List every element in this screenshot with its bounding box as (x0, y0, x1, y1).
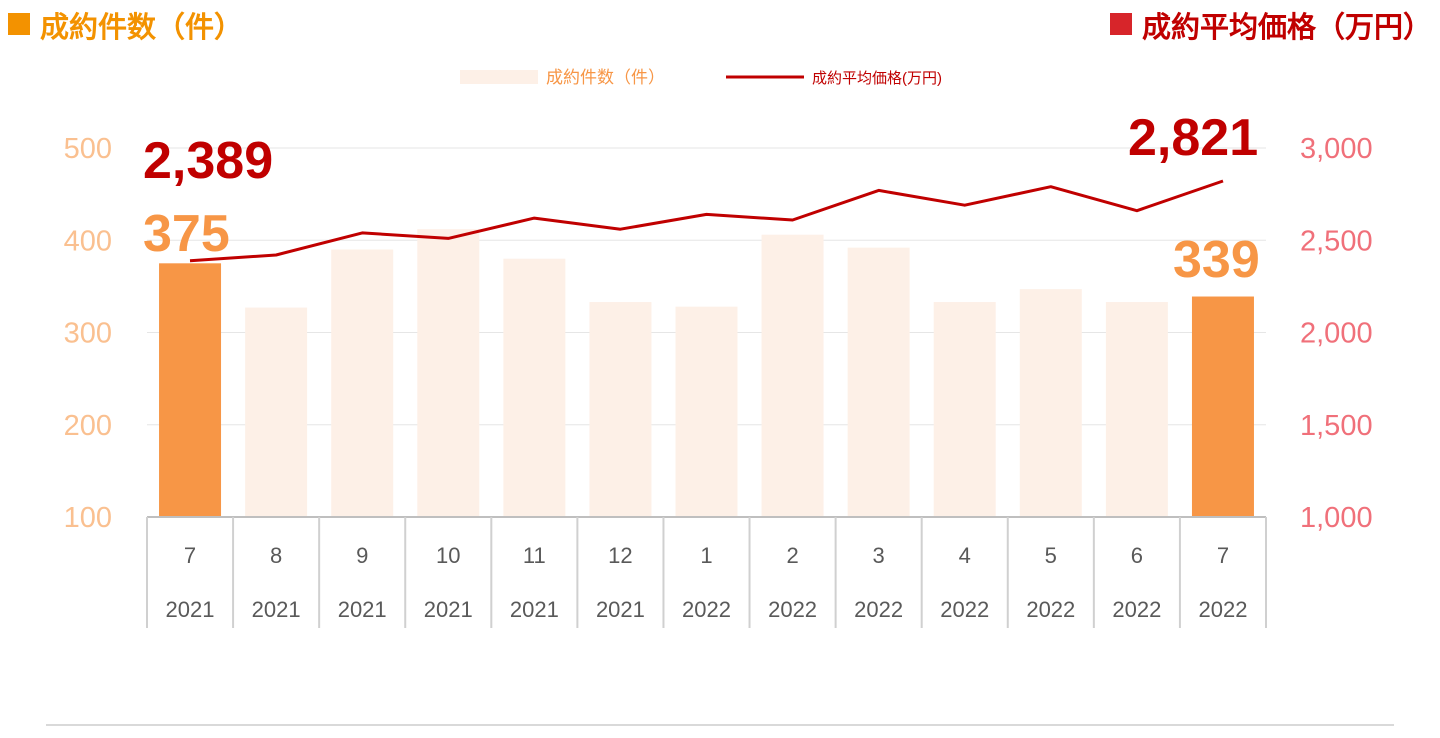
x-tick-year: 2021 (166, 597, 215, 622)
x-tick-year: 2021 (596, 597, 645, 622)
x-tick-month: 12 (608, 543, 632, 568)
x-tick-month: 7 (1217, 543, 1229, 568)
right-y-tick: 2,000 (1300, 318, 1373, 350)
first-price-label: 2,389 (143, 132, 273, 190)
x-tick-year: 2022 (1112, 597, 1161, 622)
right-y-tick: 1,000 (1300, 502, 1373, 534)
left-y-tick: 300 (64, 318, 112, 350)
x-tick-year: 2022 (1198, 597, 1247, 622)
annotations: 2,389 2,821 375 339 (143, 109, 1260, 289)
orange-square-icon (8, 13, 30, 35)
bar (159, 263, 222, 517)
x-tick-year: 2022 (1026, 597, 1075, 622)
last-count-label: 339 (1173, 231, 1260, 289)
x-tick-month: 8 (270, 543, 282, 568)
x-tick-month: 10 (436, 543, 460, 568)
bar (1105, 302, 1168, 517)
x-tick-year: 2021 (510, 597, 559, 622)
x-tick-month: 3 (873, 543, 885, 568)
legend-bar-swatch (460, 70, 538, 84)
x-tick-month: 7 (184, 543, 196, 568)
bar (503, 258, 566, 517)
x-tick-month: 11 (523, 543, 546, 568)
first-count-label: 375 (143, 205, 230, 263)
x-tick-year: 2021 (338, 597, 387, 622)
bar-series (159, 229, 1254, 517)
x-tick-year: 2022 (854, 597, 903, 622)
bar (417, 229, 480, 517)
bar (1191, 296, 1254, 517)
right-y-tick: 3,000 (1300, 133, 1373, 165)
x-tick-year: 2021 (252, 597, 301, 622)
bar (331, 249, 394, 517)
left-y-tick: 200 (64, 410, 112, 442)
bar (675, 306, 738, 517)
legend-bar-label: 成約件数（件） (546, 68, 665, 87)
left-axis-title: 成約件数（件） (8, 4, 243, 46)
price-line (189, 179, 1224, 263)
bar (761, 234, 824, 517)
last-price-label: 2,821 (1128, 109, 1258, 167)
left-y-tick: 100 (64, 502, 112, 534)
right-axis-title: 成約平均価格（万円） (1109, 4, 1432, 46)
left-axis-title-text: 成約件数（件） (40, 10, 244, 44)
axes: 7 2021 8 2021 9 2021 10 2021 11 2021 12 2021 1 2022 2 2… (64, 133, 1373, 628)
bar (245, 307, 308, 517)
bar (847, 247, 910, 517)
left-y-tick: 500 (64, 133, 112, 165)
x-tick-year: 2022 (940, 597, 989, 622)
footer-divider (46, 724, 1394, 726)
bar (1019, 289, 1082, 517)
left-y-tick: 400 (64, 225, 112, 257)
x-tick-month: 1 (700, 543, 712, 568)
x-tick-year: 2022 (768, 597, 817, 622)
x-tick-year: 2022 (682, 597, 731, 622)
right-y-tick: 2,500 (1300, 225, 1373, 257)
bar (933, 302, 996, 517)
x-tick-month: 5 (1045, 543, 1057, 568)
x-tick-month: 2 (786, 543, 798, 568)
red-square-icon (1109, 13, 1132, 35)
x-tick-year: 2021 (424, 597, 473, 622)
legend-line-label: 成約平均価格(万円) (812, 70, 942, 87)
x-tick-month: 6 (1131, 543, 1143, 568)
x-tick-month: 9 (356, 543, 368, 568)
bar (589, 302, 652, 517)
right-axis-title-text: 成約平均価格（万円） (1141, 10, 1432, 44)
x-tick-month: 4 (959, 543, 971, 568)
right-y-tick: 1,500 (1300, 410, 1373, 442)
legend: 成約件数（件） 成約平均価格(万円) (460, 68, 942, 87)
